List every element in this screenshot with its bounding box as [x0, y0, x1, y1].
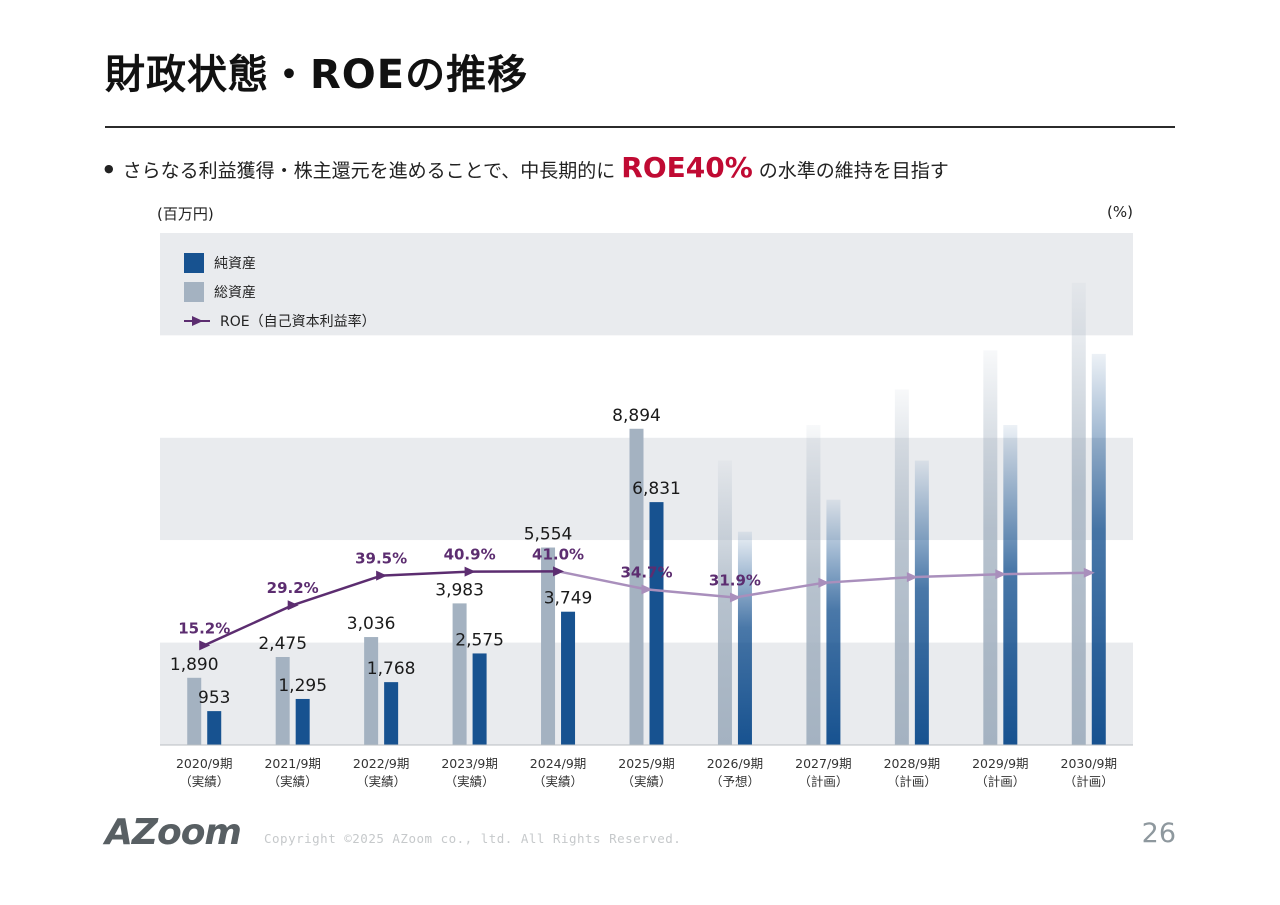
- svg-text:（計画）: （計画）: [887, 774, 937, 789]
- svg-text:1,768: 1,768: [367, 659, 416, 679]
- svg-text:2027/9期: 2027/9期: [795, 756, 851, 771]
- svg-text:2028/9期: 2028/9期: [884, 756, 940, 771]
- svg-text:（予想）: （予想）: [710, 774, 760, 789]
- svg-text:15.2%: 15.2%: [178, 619, 230, 637]
- svg-text:31.9%: 31.9%: [709, 571, 761, 589]
- svg-text:8,894: 8,894: [612, 406, 661, 426]
- legend-item-total-assets: 総資産: [184, 282, 376, 302]
- svg-text:39.5%: 39.5%: [355, 550, 407, 568]
- chart-legend: 純資産 総資産 ROE（自己資本利益率）: [184, 253, 376, 331]
- key-message-post: の水準の維持を目指す: [758, 160, 949, 182]
- svg-text:（実績）: （実績）: [268, 774, 318, 789]
- svg-text:2020/9期: 2020/9期: [176, 756, 232, 771]
- svg-text:2023/9期: 2023/9期: [441, 756, 497, 771]
- roe-trend-chart: 1,890 2,475 3,036 3,983 5,554 8,894 953 1,295 1,…: [160, 233, 1133, 808]
- total-assets-swatch: [184, 282, 204, 302]
- svg-text:（実績）: （実績）: [445, 774, 495, 789]
- copyright-text: Copyright ©2025 AZoom co., ltd. All Righ…: [264, 831, 682, 846]
- svg-text:1,295: 1,295: [278, 676, 327, 696]
- key-message: ● さらなる利益獲得・株主還元を進めることで、中長期的に ROE40% の水準の…: [104, 154, 1184, 183]
- legend-item-roe: ROE（自己資本利益率）: [184, 311, 376, 331]
- svg-text:（実績）: （実績）: [179, 774, 229, 789]
- legend-item-net-assets: 純資産: [184, 253, 376, 273]
- svg-text:（実績）: （実績）: [356, 774, 406, 789]
- svg-text:2021/9期: 2021/9期: [264, 756, 320, 771]
- svg-text:34.7%: 34.7%: [620, 563, 672, 581]
- svg-text:2,475: 2,475: [258, 634, 307, 654]
- right-axis-unit-label: (%): [1107, 203, 1133, 221]
- bullet-icon: ●: [104, 162, 114, 175]
- key-message-pre: さらなる利益獲得・株主還元を進めることで、中長期的に: [122, 160, 616, 182]
- svg-text:（計画）: （計画）: [798, 774, 848, 789]
- svg-text:2,575: 2,575: [455, 630, 504, 650]
- page-number: 26: [1141, 818, 1176, 849]
- svg-text:1,890: 1,890: [170, 655, 219, 675]
- svg-text:29.2%: 29.2%: [267, 579, 319, 597]
- legend-label-total-assets: 総資産: [214, 285, 256, 301]
- svg-text:2022/9期: 2022/9期: [353, 756, 409, 771]
- svg-text:（実績）: （実績）: [533, 774, 583, 789]
- svg-text:2029/9期: 2029/9期: [972, 756, 1028, 771]
- net-assets-swatch: [184, 253, 204, 273]
- svg-text:2030/9期: 2030/9期: [1061, 756, 1117, 771]
- page-title: 財政状態・ROEの推移: [105, 52, 529, 98]
- chart-canvas: 1,890 2,475 3,036 3,983 5,554 8,894 953 1,295 1,…: [160, 233, 1133, 789]
- svg-text:2026/9期: 2026/9期: [707, 756, 763, 771]
- svg-text:953: 953: [198, 688, 230, 708]
- svg-text:（計画）: （計画）: [975, 774, 1025, 789]
- svg-text:（計画）: （計画）: [1064, 774, 1114, 789]
- legend-label-net-assets: 純資産: [214, 256, 256, 272]
- svg-text:3,036: 3,036: [347, 614, 396, 634]
- svg-text:2024/9期: 2024/9期: [530, 756, 586, 771]
- svg-text:2025/9期: 2025/9期: [618, 756, 674, 771]
- svg-text:6,831: 6,831: [632, 479, 681, 499]
- roe-line-icon: [184, 316, 210, 326]
- svg-text:40.9%: 40.9%: [444, 546, 496, 564]
- svg-text:41.0%: 41.0%: [532, 545, 584, 563]
- legend-label-roe: ROE（自己資本利益率）: [220, 314, 376, 330]
- svg-text:3,749: 3,749: [544, 589, 593, 609]
- svg-text:5,554: 5,554: [524, 525, 573, 545]
- roe-target-highlight: ROE40%: [621, 151, 753, 184]
- title-divider: [105, 126, 1175, 128]
- svg-text:3,983: 3,983: [435, 580, 484, 600]
- svg-text:（実績）: （実績）: [621, 774, 671, 789]
- left-axis-unit-label: (百万円): [157, 205, 214, 223]
- azoom-logo: AZoom: [105, 812, 242, 853]
